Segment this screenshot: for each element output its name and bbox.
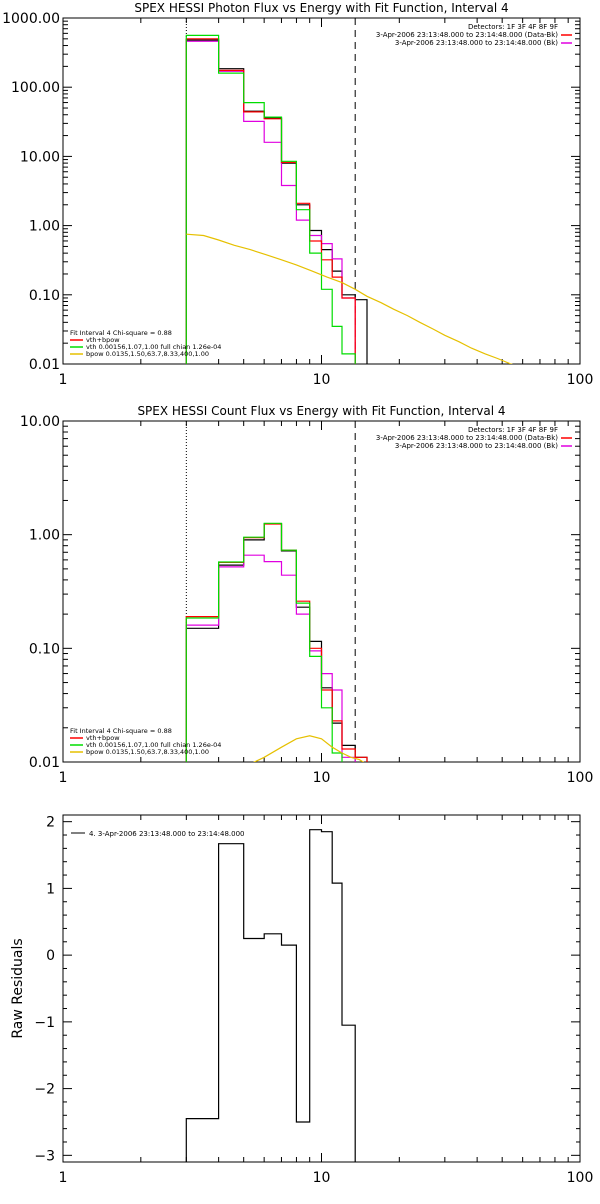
x-tick-label: 1 <box>59 770 68 786</box>
plot-frame <box>62 420 581 763</box>
legend-top-text: 3-Apr-2006 23:13:48.000 to 23:14:48.000 … <box>376 31 558 39</box>
legend-bottom-text: vth 0.00156,1.07,1.00 full chian 1.26e-0… <box>86 343 221 351</box>
plot-frame <box>62 814 581 1163</box>
x-tick-label: 100 <box>567 770 594 786</box>
legend-bottom-text: vth+bpow <box>86 336 120 344</box>
y-tick-label: −1 <box>34 1015 55 1031</box>
x-tick-label: 10 <box>313 372 331 388</box>
legend-top-text: Detectors: 1F 3F 4F 8F 9F <box>468 426 558 434</box>
y-tick-label: 1000.00 <box>2 11 60 27</box>
series-vth-line <box>185 522 343 762</box>
legend-bottom-text: vth+bpow <box>86 734 120 742</box>
plot-area <box>185 34 514 364</box>
legend-top-text: 3-Apr-2006 23:13:48.000 to 23:14:48.000 … <box>395 39 558 47</box>
legend-bottom-text: bpow 0.0135,1.50,63.7,8.33,400,1.00 <box>86 748 209 756</box>
y-tick-label: 0.10 <box>29 288 60 304</box>
x-tick-label: 10 <box>313 1170 331 1186</box>
series-bk-line <box>185 40 356 364</box>
series-data-bk-line <box>185 39 368 364</box>
y-axis-label: Raw Residuals <box>10 938 26 1038</box>
series-data-bk-line <box>185 523 368 762</box>
series-bpow-line <box>253 735 365 762</box>
chart-panel-2: SPEX HESSI Count Flux vs Energy with Fit… <box>20 404 594 786</box>
series-vth-bpow-line <box>185 38 356 364</box>
y-tick-label: 1 <box>46 881 55 897</box>
chart-title: SPEX HESSI Count Flux vs Energy with Fit… <box>137 404 505 418</box>
plot-area <box>185 522 368 762</box>
legend-top-text: 4. 3-Apr-2006 23:13:48.000 to 23:14:48.0… <box>89 830 244 838</box>
series-bk-line <box>185 554 356 762</box>
y-tick-label: 10.00 <box>20 414 60 430</box>
y-tick-label: −3 <box>34 1148 55 1164</box>
legend-bottom-text: Fit Interval 4 Chi-square = 0.88 <box>70 329 172 337</box>
chart-title: SPEX HESSI Photon Flux vs Energy with Fi… <box>134 1 508 15</box>
x-tick-label: 100 <box>567 372 594 388</box>
y-tick-label: 1.00 <box>29 528 60 544</box>
legend-bottom-text: vth 0.00156,1.07,1.00 full chian 1.26e-0… <box>86 741 221 749</box>
series-vth-bpow-line <box>185 523 368 762</box>
x-tick-label: 100 <box>567 1170 594 1186</box>
legend-bottom-text: bpow 0.0135,1.50,63.7,8.33,400,1.00 <box>86 350 209 358</box>
series-bpow-line <box>186 233 514 364</box>
y-tick-label: −2 <box>34 1082 55 1098</box>
plot-area <box>185 829 356 1162</box>
legend-bottom-text: Fit Interval 4 Chi-square = 0.88 <box>70 727 172 735</box>
x-tick-label: 1 <box>59 1170 68 1186</box>
y-tick-label: 0.01 <box>29 357 60 373</box>
chart-panel-3: 1 10 100 −3 −2 −1 0 1 2 Raw Residuals 4. 3-Apr-200… <box>10 814 594 1186</box>
y-tick-label: 2 <box>46 815 55 831</box>
chart-panel-1: SPEX HESSI Photon Flux vs Energy with Fi… <box>2 1 593 388</box>
plot-frame <box>62 17 581 365</box>
y-tick-label: 0.01 <box>29 755 60 771</box>
legend-top-text: Detectors: 1F 3F 4F 8F 9F <box>468 23 558 31</box>
y-tick-label: 100.00 <box>11 80 60 96</box>
series-vth-line <box>185 34 356 364</box>
y-tick-label: 0 <box>46 948 55 964</box>
legend-top-text: 3-Apr-2006 23:13:48.000 to 23:14:48.000 … <box>395 442 558 450</box>
x-tick-label: 10 <box>313 770 331 786</box>
series-4-3-apr-2006-23-13-48-000-to-23-14-48-000-line <box>185 829 356 1162</box>
x-tick-label: 1 <box>59 372 68 388</box>
legend-top-text: 3-Apr-2006 23:13:48.000 to 23:14:48.000 … <box>376 434 558 442</box>
y-tick-label: 0.10 <box>29 641 60 657</box>
y-tick-label: 10.00 <box>20 149 60 165</box>
y-tick-label: 1.00 <box>29 219 60 235</box>
